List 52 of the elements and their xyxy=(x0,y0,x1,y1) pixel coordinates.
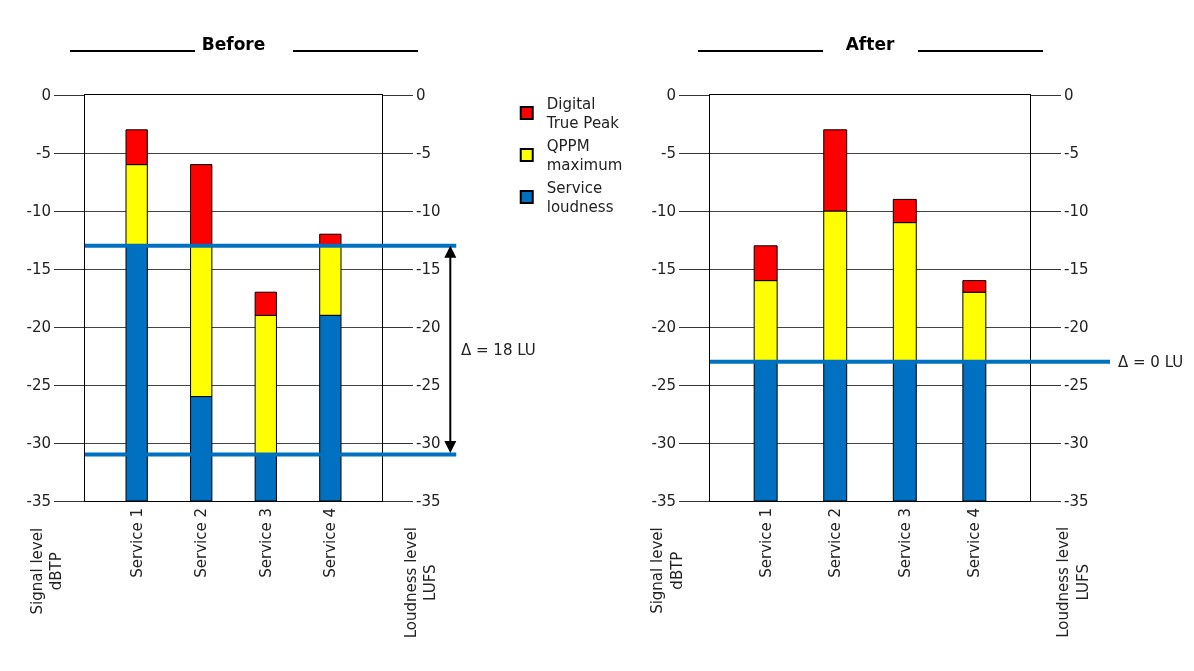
y2-tick-label: -25 xyxy=(1064,376,1089,395)
y-tick-label: -25 xyxy=(26,376,51,395)
y-axis-title: Signal level dBTP xyxy=(648,527,686,614)
x-tick-label: Service 3 xyxy=(895,508,914,578)
y2-tick-label: -10 xyxy=(416,202,441,221)
text: Δ = 18 LU xyxy=(461,341,536,359)
text: Δ = 0 LU xyxy=(1118,353,1184,371)
x-tick-label: Service 3 xyxy=(256,508,275,578)
y-tick-label: -20 xyxy=(26,318,51,337)
y2-axis-title: Loudness level LUFS xyxy=(1054,526,1092,638)
y-tick-label: -5 xyxy=(661,144,676,163)
y-tick-label: -5 xyxy=(36,144,51,163)
legend-label: Service loudness xyxy=(546,178,614,217)
y2-tick-label: -20 xyxy=(1064,318,1089,337)
chart-title: After xyxy=(845,33,895,54)
legend-label: QPPM maximum xyxy=(546,136,623,175)
y2-tick-label: -35 xyxy=(1064,492,1089,511)
y-tick-label: -25 xyxy=(651,376,676,395)
y2-tick-label: -15 xyxy=(416,260,441,279)
y2-axis-title: Loudness level LUFS xyxy=(401,527,440,639)
y-tick-label: -15 xyxy=(651,260,676,279)
y-tick-label: -15 xyxy=(26,260,51,279)
bar xyxy=(190,164,213,247)
y-tick-label: -35 xyxy=(26,492,51,511)
y2-tick-label: -30 xyxy=(416,434,441,453)
x-tick-label: Service 1 xyxy=(127,508,146,578)
y2-tick-label: -20 xyxy=(416,318,441,337)
x-tick-label: Service 4 xyxy=(965,508,984,578)
y-tick-label: -30 xyxy=(26,434,51,453)
y2-tick-label: -10 xyxy=(1064,202,1089,221)
y2-tick-label: -15 xyxy=(1064,260,1089,279)
y-axis-title: Signal level dBTP xyxy=(27,527,66,615)
y-tick-label: 0 xyxy=(41,86,51,105)
y2-tick-label: 0 xyxy=(1064,86,1074,105)
y-tick-label: -20 xyxy=(651,318,676,337)
y2-tick-label: -35 xyxy=(416,492,441,511)
x-tick-label: Service 2 xyxy=(192,508,211,578)
y2-tick-label: -5 xyxy=(416,144,431,163)
chart-title: Before xyxy=(201,33,266,54)
y-tick-label: 0 xyxy=(666,86,676,105)
legend-label: Digital True Peak xyxy=(545,94,620,133)
x-tick-label: Service 1 xyxy=(756,508,775,578)
x-tick-label: Service 2 xyxy=(826,508,845,578)
y-tick-label: -10 xyxy=(651,202,676,221)
x-tick-label: Service 4 xyxy=(321,508,340,578)
y-tick-label: -10 xyxy=(26,202,51,221)
y-tick-label: -35 xyxy=(651,492,676,511)
y-tick-label: -30 xyxy=(651,434,676,453)
y2-tick-label: 0 xyxy=(416,86,426,105)
y2-tick-label: -5 xyxy=(1064,144,1079,163)
y2-tick-label: -25 xyxy=(416,376,441,395)
y2-tick-label: -30 xyxy=(1064,434,1089,453)
